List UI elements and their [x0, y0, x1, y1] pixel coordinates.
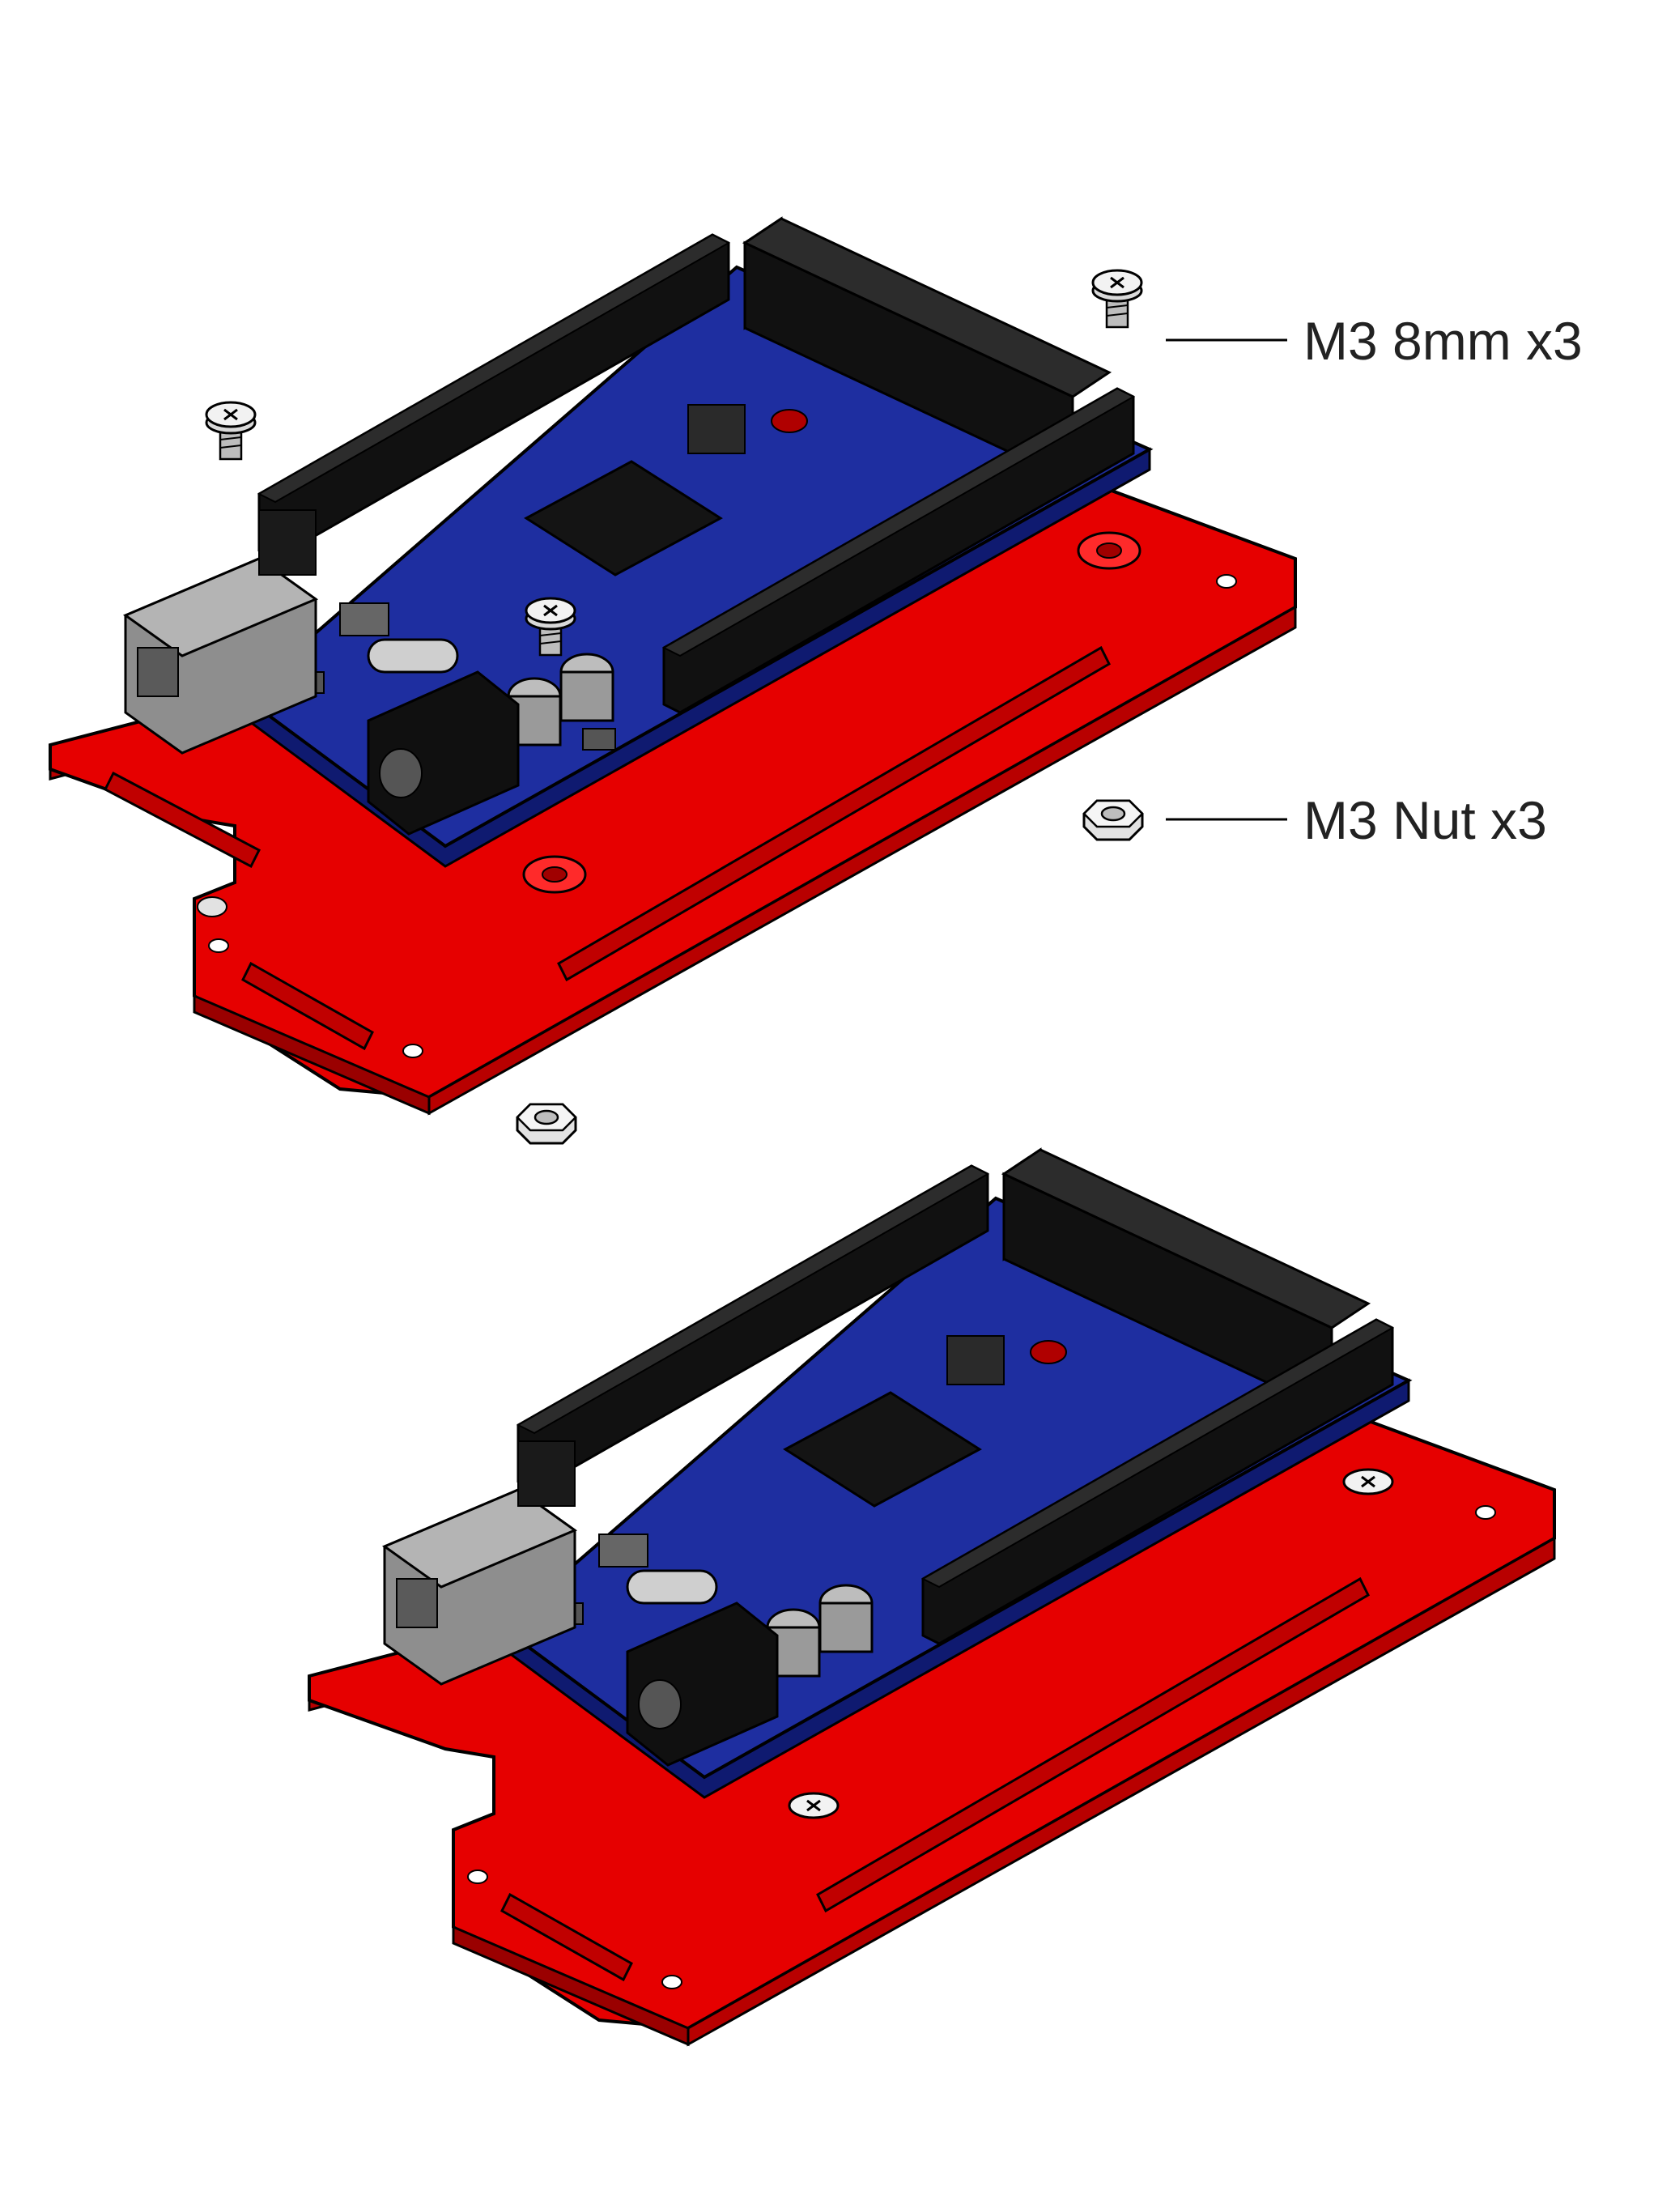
arduino-board [381, 1147, 1413, 1799]
exploded-assembly [49, 216, 1297, 1145]
arduino-board [122, 216, 1154, 868]
nut-callout: M3 Nut x3 [1166, 790, 1547, 850]
nut-label: M3 Nut x3 [1303, 790, 1547, 850]
nut-icon [197, 799, 1144, 1145]
assembled-view [308, 1147, 1556, 2047]
screw-icon [788, 1468, 1394, 1819]
screw-callout: M3 8mm x3 [1166, 311, 1583, 371]
screw-label: M3 8mm x3 [1303, 311, 1583, 371]
